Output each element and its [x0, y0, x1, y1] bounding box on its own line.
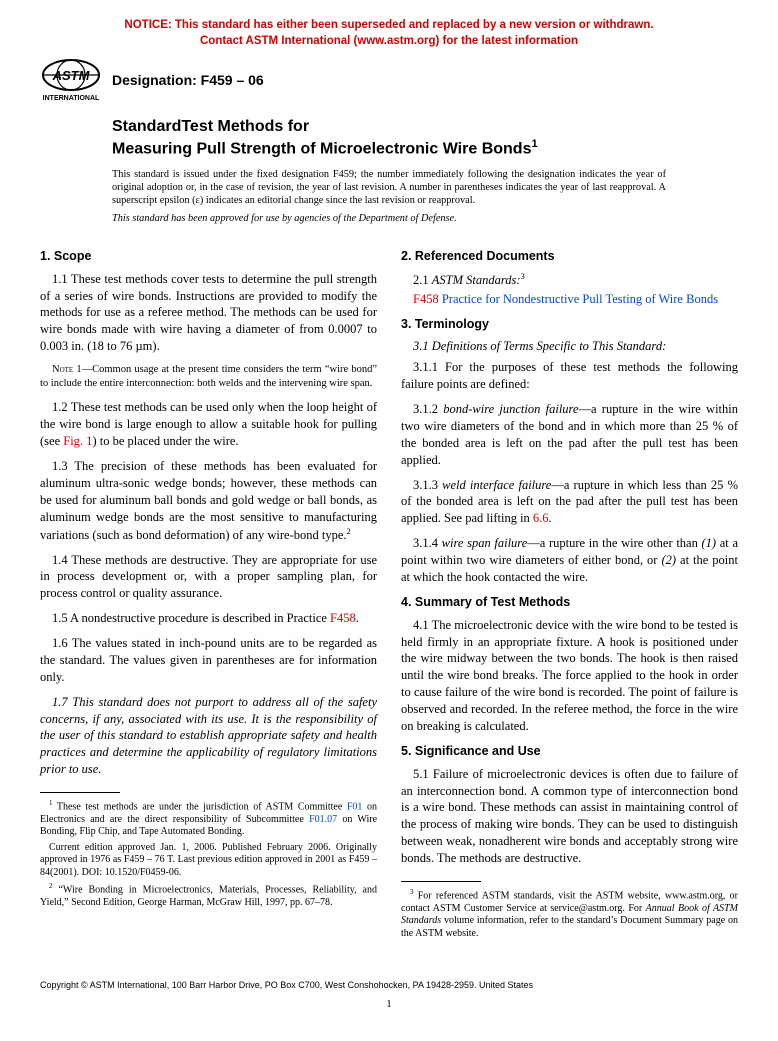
para-2-1: 2.1 ASTM Standards:3 — [401, 271, 738, 289]
copyright-line: Copyright © ASTM International, 100 Barr… — [40, 979, 738, 991]
footnote-1: 1 These test methods are under the juris… — [40, 799, 377, 839]
scope-heading: 1. Scope — [40, 248, 377, 265]
para-1-7: 1.7 This standard does not purport to ad… — [40, 694, 377, 778]
para-1-1: 1.1 These test methods cover tests to de… — [40, 271, 377, 355]
para-1-3-sup: 2 — [347, 526, 351, 536]
para-3-1-2: 3.1.2 bond-wire junction failure—a ruptu… — [401, 401, 738, 469]
para-1-2-post: ) to be placed under the wire. — [92, 434, 238, 448]
f458-title[interactable]: Practice for Nondestructive Pull Testing… — [439, 292, 718, 306]
para-4-1: 4.1 The microelectronic device with the … — [401, 617, 738, 735]
note-1: Note 1—Common usage at the present time … — [40, 363, 377, 391]
header-row: ASTM INTERNATIONAL Designation: F459 – 0… — [40, 57, 738, 103]
title-block: StandardTest Methods for Measuring Pull … — [112, 117, 738, 159]
title-line2-text: Measuring Pull Strength of Microelectron… — [112, 140, 531, 157]
note-1-body: —Common usage at the present time consid… — [40, 364, 377, 389]
summary-heading: 4. Summary of Test Methods — [401, 594, 738, 611]
fn1-pre: These test methods are under the jurisdi… — [53, 801, 347, 812]
fn3-post: volume information, refer to the standar… — [401, 915, 738, 939]
terminology-heading: 3. Terminology — [401, 316, 738, 333]
page-number: 1 — [40, 997, 738, 1012]
p2-1-pre: 2.1 — [413, 273, 432, 287]
issuance-note: This standard is issued under the fixed … — [112, 169, 666, 208]
para-1-5-pre: 1.5 A nondestructive procedure is descri… — [52, 611, 330, 625]
astm-logo-icon: ASTM INTERNATIONAL — [40, 57, 102, 103]
committee-f01-link[interactable]: F01 — [347, 801, 363, 812]
para-1-5: 1.5 A nondestructive procedure is descri… — [40, 610, 377, 627]
left-column: 1. Scope 1.1 These test methods cover te… — [40, 240, 377, 943]
para-5-1: 5.1 Failure of microelectronic devices i… — [401, 766, 738, 867]
link-6-6[interactable]: 6.6 — [533, 511, 549, 525]
term-wif: weld interface failure — [442, 478, 551, 492]
page: NOTICE: This standard has either been su… — [0, 0, 778, 1041]
f458-ref-line: F458 Practice for Nondestructive Pull Te… — [401, 291, 738, 308]
f458-link-right[interactable]: F458 — [413, 292, 439, 306]
fig1-link[interactable]: Fig. 1 — [63, 434, 92, 448]
para-1-5-post: . — [356, 611, 359, 625]
footnote-separator-right — [401, 881, 481, 882]
para-3-1-1: 3.1.1 For the purposes of these test met… — [401, 359, 738, 393]
title-sup: 1 — [531, 138, 537, 150]
fn2-body: “Wire Bonding in Microelectronics, Mater… — [40, 885, 377, 909]
notice-banner: NOTICE: This standard has either been su… — [40, 18, 738, 49]
para-1-6: 1.6 The values stated in inch-pound unit… — [40, 635, 377, 686]
term-bwj: bond-wire junction failure — [443, 402, 578, 416]
title-line2: Measuring Pull Strength of Microelectron… — [112, 137, 738, 159]
para-3-1-4: 3.1.4 wire span failure—a rupture in the… — [401, 535, 738, 586]
svg-text:INTERNATIONAL: INTERNATIONAL — [43, 95, 100, 102]
notice-line1: NOTICE: This standard has either been su… — [124, 19, 653, 31]
p313-post: . — [549, 511, 552, 525]
significance-heading: 5. Significance and Use — [401, 743, 738, 760]
footnote-2: 2 “Wire Bonding in Microelectronics, Mat… — [40, 882, 377, 909]
subcommittee-link[interactable]: F01.07 — [309, 814, 337, 825]
footnote-1b: Current edition approved Jan. 1, 2006. P… — [40, 842, 377, 880]
dod-note: This standard has been approved for use … — [112, 212, 666, 226]
p2-1-sup: 3 — [521, 271, 525, 281]
svg-text:ASTM: ASTM — [52, 68, 91, 83]
footnote-3: 3 For referenced ASTM standards, visit t… — [401, 888, 738, 940]
footnote-separator-left — [40, 792, 120, 793]
body-columns: 1. Scope 1.1 These test methods cover te… — [40, 240, 738, 943]
ref-docs-heading: 2. Referenced Documents — [401, 248, 738, 265]
para-1-2: 1.2 These test methods can be used only … — [40, 399, 377, 450]
note-1-label: Note 1 — [52, 364, 82, 375]
para-3-1: 3.1 Definitions of Terms Specific to Thi… — [401, 338, 738, 355]
designation-label: Designation: F459 – 06 — [112, 71, 264, 90]
title-line1: StandardTest Methods for — [112, 117, 738, 137]
para-1-4: 1.4 These methods are destructive. They … — [40, 552, 377, 603]
para-3-1-3: 3.1.3 weld interface failure—a rupture i… — [401, 477, 738, 528]
right-column: 2. Referenced Documents 2.1 ASTM Standar… — [401, 240, 738, 943]
f458-link-left[interactable]: F458 — [330, 611, 356, 625]
para-1-3: 1.3 The precision of these methods has b… — [40, 458, 377, 544]
para-1-3-body: 1.3 The precision of these methods has b… — [40, 459, 377, 542]
term-wsf: wire span failure — [442, 536, 528, 550]
notice-line2: Contact ASTM International (www.astm.org… — [200, 35, 578, 47]
p2-1-ital: ASTM Standards: — [432, 273, 521, 287]
